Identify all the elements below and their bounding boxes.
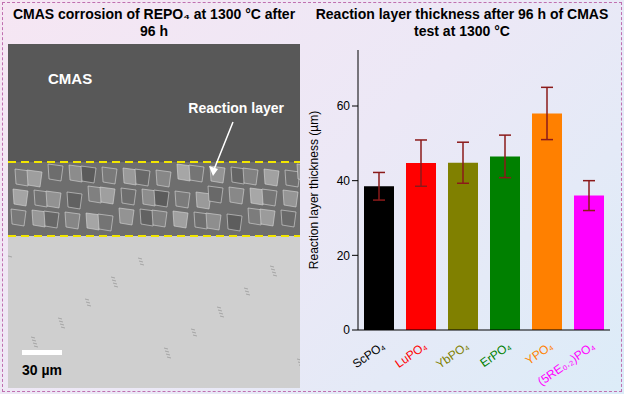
svg-text:60: 60 <box>337 99 351 113</box>
svg-text:(5RE₀.₂)PO₄: (5RE₀.₂)PO₄ <box>535 339 598 388</box>
svg-text:LuPO₄: LuPO₄ <box>392 339 429 371</box>
svg-text:Reaction layer: Reaction layer <box>188 100 284 116</box>
svg-text:20: 20 <box>337 249 351 263</box>
svg-text:ScPO₄: ScPO₄ <box>350 339 388 371</box>
html-text:Reaction layer thickness after: Reaction layer thickness after 96 h of C… <box>315 6 609 39</box>
svg-text:YbPO₄: YbPO₄ <box>433 339 471 372</box>
svg-text:Reaction layer thickness (µm): Reaction layer thickness (µm) <box>307 111 321 269</box>
svg-text:CMAS: CMAS <box>48 70 92 87</box>
svg-text:40: 40 <box>337 174 351 188</box>
svg-text:0: 0 <box>343 323 350 337</box>
svg-text:YPO₄: YPO₄ <box>523 339 556 368</box>
html-text:CMAS corrosion of REPO₄ at 130: CMAS corrosion of REPO₄ at 1300 °C after… <box>12 6 296 39</box>
svg-text:30 µm: 30 µm <box>22 362 62 378</box>
svg-text:ErPO₄: ErPO₄ <box>478 339 514 370</box>
